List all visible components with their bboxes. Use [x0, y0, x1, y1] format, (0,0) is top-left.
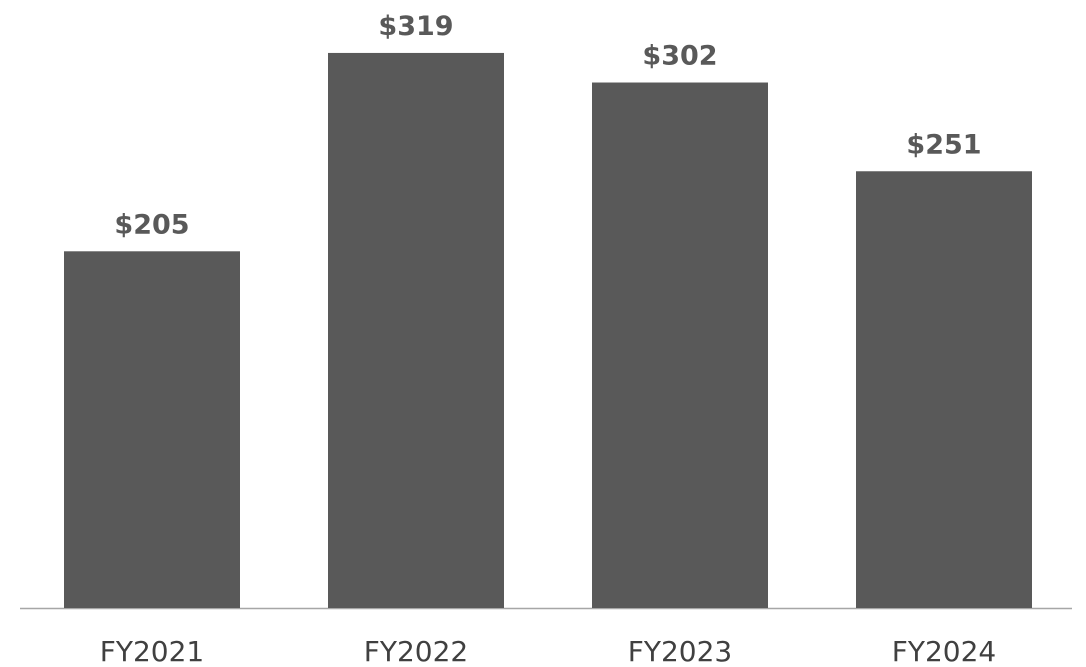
x-tick-label-fy2024: FY2024: [892, 635, 996, 667]
bar-fy2023: [592, 82, 768, 608]
bar-fy2024: [856, 171, 1032, 608]
bar-fy2022: [328, 52, 504, 608]
x-tick-label-fy2023: FY2023: [628, 635, 732, 667]
data-label-fy2024: $251: [906, 129, 981, 160]
data-label-fy2022: $319: [378, 11, 453, 42]
bar-fy2021: [64, 251, 240, 609]
data-label-fy2023: $302: [642, 41, 717, 72]
data-label-fy2021: $205: [114, 209, 189, 240]
x-tick-label-fy2022: FY2022: [364, 635, 468, 667]
x-tick-label-fy2021: FY2021: [100, 635, 204, 667]
